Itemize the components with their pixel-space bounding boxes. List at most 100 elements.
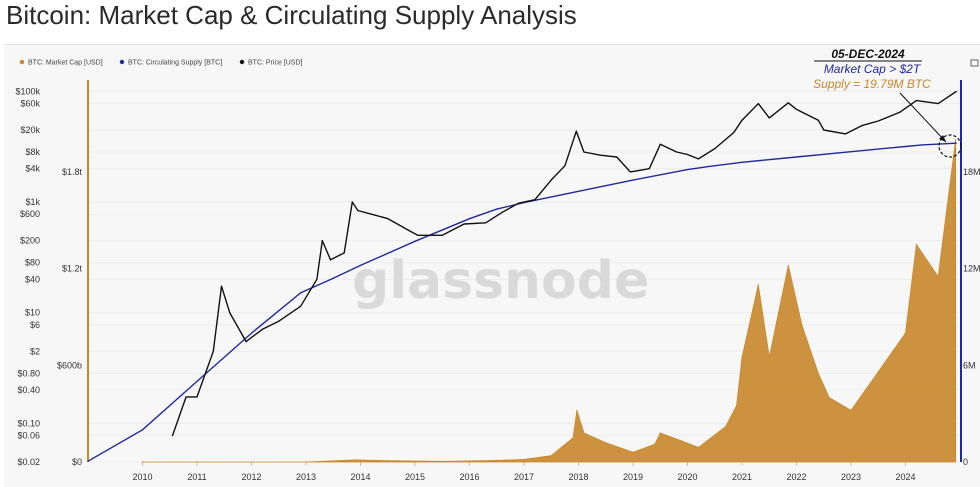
x-tick-label: 2017 xyxy=(514,472,534,482)
supply-tick-label: 12M xyxy=(963,264,980,274)
price-point xyxy=(417,234,419,236)
market-cap-point xyxy=(697,446,700,449)
market-cap-point xyxy=(681,440,683,442)
price-tick-label: $6 xyxy=(30,320,40,330)
price-point xyxy=(648,168,650,170)
supply-point xyxy=(250,332,253,334)
price-point xyxy=(316,278,318,280)
x-tick-label: 2014 xyxy=(350,472,370,482)
camera-icon[interactable] xyxy=(970,59,979,67)
gridlines xyxy=(88,90,960,463)
price-point xyxy=(441,234,443,236)
market-cap-point xyxy=(576,409,578,412)
market-cap-point xyxy=(735,405,738,407)
market-cap-point xyxy=(605,442,607,444)
supply-tick-label: 18M xyxy=(963,167,980,177)
price-tick-label: $0.80 xyxy=(17,368,40,378)
x-tick-label: 2012 xyxy=(241,472,261,482)
market-cap-point xyxy=(550,454,552,457)
annotation: 05-DEC-2024 Market Cap > $2T Supply = 19… xyxy=(813,47,962,158)
price-point xyxy=(937,102,939,105)
x-tick-label: 2024 xyxy=(895,472,915,482)
x-tick-label: 2013 xyxy=(296,472,316,482)
x-tick-label: 2016 xyxy=(459,472,479,482)
market-cap-point xyxy=(583,432,585,434)
price-point xyxy=(196,396,198,398)
price-point xyxy=(955,90,957,93)
x-tick-label: 2021 xyxy=(732,472,752,482)
supply-tick-label: 0 xyxy=(963,457,968,467)
supply-point xyxy=(741,161,743,163)
supply-point xyxy=(686,168,689,171)
price-tick-label: $4k xyxy=(25,164,40,174)
price-point xyxy=(733,131,735,134)
market-cap-point xyxy=(441,460,443,462)
annotation-supply: Supply = 19.79M BTC xyxy=(813,77,931,91)
price-point xyxy=(599,154,601,156)
price-point xyxy=(616,156,618,158)
price-point xyxy=(583,151,585,153)
annotation-date: 05-DEC-2024 xyxy=(831,47,905,61)
annotation-circle xyxy=(938,134,962,158)
supply-point xyxy=(921,144,923,146)
legend: BTC: Market Cap [USD] BTC: Circulating Su… xyxy=(19,59,303,67)
market-cap-point xyxy=(725,425,727,428)
market-cap-point xyxy=(305,461,307,463)
price-point xyxy=(185,396,187,398)
price-point xyxy=(299,305,302,307)
price-point xyxy=(229,312,231,314)
x-tick-label: 2015 xyxy=(405,472,425,482)
price-tick-label: $200 xyxy=(20,236,40,246)
market-cap-point xyxy=(741,356,743,358)
price-point xyxy=(877,120,879,122)
legend-label: BTC: Market Cap [USD] xyxy=(28,60,103,67)
supply-point xyxy=(414,240,416,242)
price-tick-label: $8k xyxy=(25,147,40,157)
market-cap-point xyxy=(354,459,356,461)
price-point xyxy=(676,151,678,153)
price-point xyxy=(861,124,863,127)
market-cap-point xyxy=(250,461,253,463)
price-point xyxy=(278,320,280,322)
price-point xyxy=(534,199,536,201)
supply-point xyxy=(299,292,302,294)
legend-swatch xyxy=(19,59,25,65)
market-cap-point xyxy=(196,461,198,463)
price-point xyxy=(915,99,918,102)
price-point xyxy=(757,102,759,105)
market-cap-tick-label: $1.2t xyxy=(62,264,83,274)
legend-swatch xyxy=(239,59,245,65)
supply-point xyxy=(87,460,89,462)
x-tick-label: 2018 xyxy=(568,472,588,482)
annotation-market-cap: Market Cap > $2T xyxy=(824,62,922,76)
legend-label: BTC: Circulating Supply [BTC] xyxy=(128,60,222,67)
market-cap-point xyxy=(654,443,656,445)
price-tick-label: $20k xyxy=(20,125,40,135)
market-cap-point xyxy=(387,460,389,462)
market-cap-point xyxy=(659,432,661,434)
market-cap-point xyxy=(632,451,634,453)
supply-point xyxy=(632,179,634,181)
market-cap-point xyxy=(828,396,830,399)
price-tick-label: $1k xyxy=(25,197,40,207)
supply-tick-label: 6M xyxy=(963,360,976,370)
price-line xyxy=(171,90,957,436)
supply-point xyxy=(795,156,798,158)
price-point xyxy=(408,230,411,232)
price-tick-label: $0.40 xyxy=(17,385,40,395)
x-tick-label: 2023 xyxy=(841,472,861,482)
price-point xyxy=(629,171,631,173)
price-point xyxy=(659,143,661,145)
watermark: glassnode xyxy=(352,251,649,311)
supply-point xyxy=(332,277,334,279)
price-point xyxy=(795,108,798,111)
legend-label: BTC: Price [USD] xyxy=(248,60,303,67)
supply-point xyxy=(708,165,710,167)
price-point xyxy=(564,165,566,167)
price-point xyxy=(485,222,487,224)
price-point xyxy=(463,223,465,225)
market-cap-point xyxy=(915,243,918,246)
series-layer xyxy=(87,90,957,463)
market-cap-tick-label: $1.8t xyxy=(62,167,83,177)
